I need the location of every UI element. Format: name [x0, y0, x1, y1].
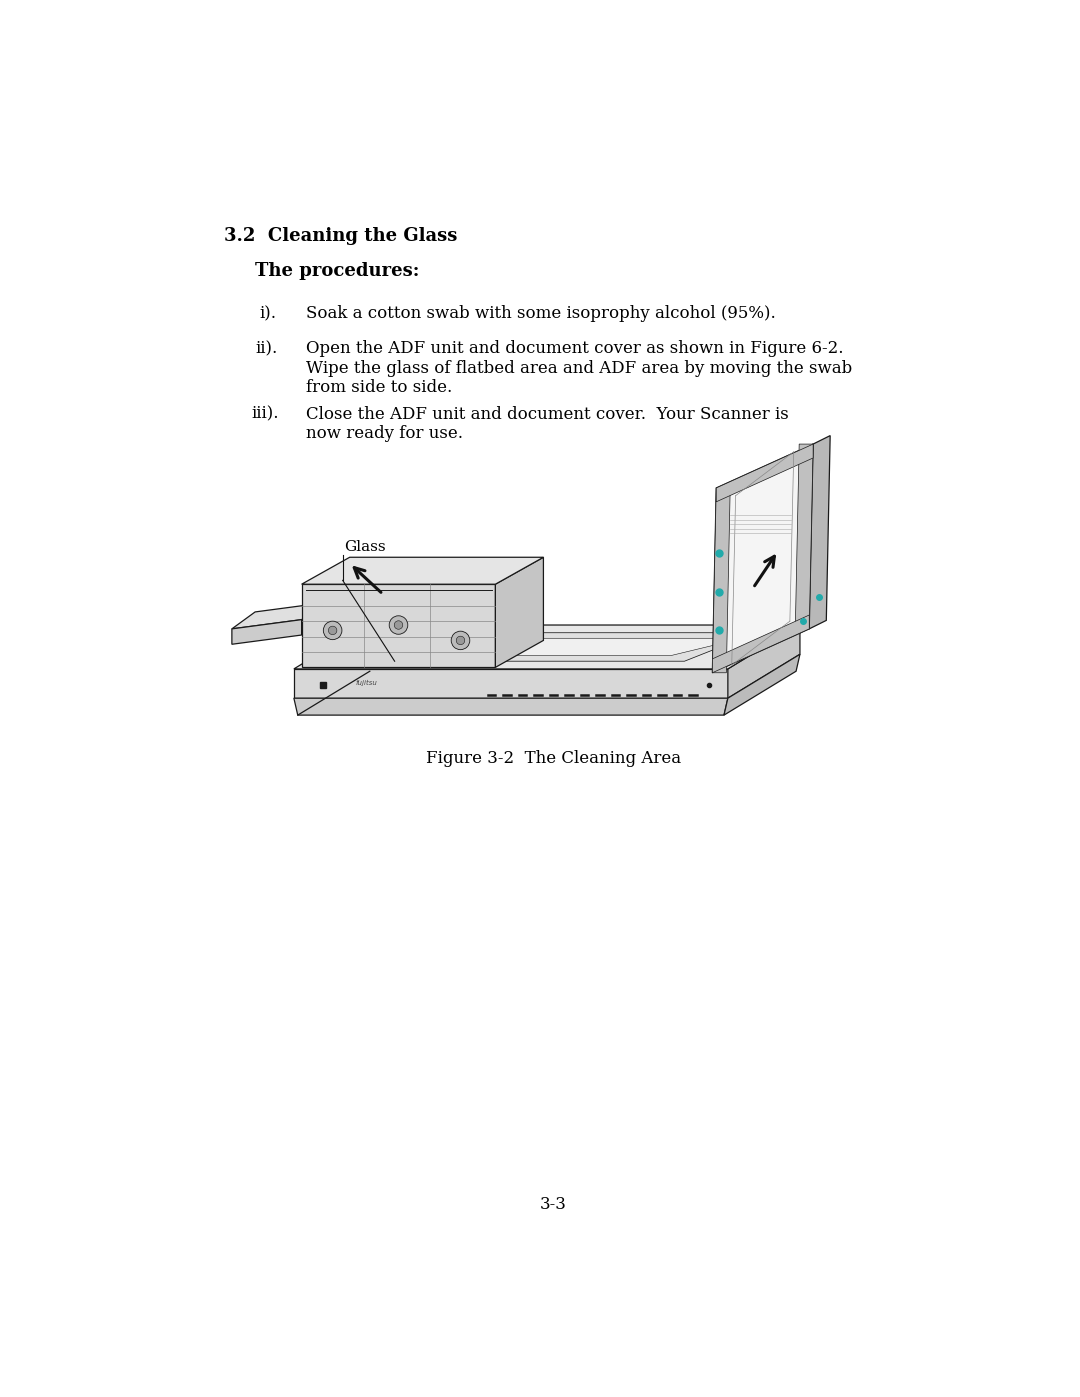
Polygon shape [329, 638, 743, 655]
Text: i).: i). [259, 306, 276, 323]
Polygon shape [809, 436, 831, 629]
Polygon shape [724, 654, 800, 715]
Text: ii).: ii). [255, 339, 278, 358]
Polygon shape [301, 584, 496, 668]
Polygon shape [232, 620, 301, 644]
Polygon shape [713, 444, 813, 673]
Text: 3.2  Cleaning the Glass: 3.2 Cleaning the Glass [225, 226, 458, 244]
Polygon shape [294, 698, 728, 715]
Polygon shape [716, 444, 813, 502]
Polygon shape [795, 444, 813, 629]
Circle shape [389, 616, 408, 634]
Text: The procedures:: The procedures: [255, 261, 419, 279]
Circle shape [328, 626, 337, 634]
Polygon shape [294, 624, 800, 669]
Polygon shape [713, 615, 809, 673]
Polygon shape [315, 633, 757, 661]
Text: fujitsu: fujitsu [356, 680, 378, 686]
Circle shape [323, 622, 342, 640]
Text: iii).: iii). [252, 405, 279, 422]
Polygon shape [496, 557, 543, 668]
Text: Soak a cotton swab with some isoprophy alcohol (95%).: Soak a cotton swab with some isoprophy a… [306, 306, 775, 323]
Polygon shape [728, 624, 800, 698]
Text: Glass: Glass [345, 541, 386, 555]
Text: Figure 3-2  The Cleaning Area: Figure 3-2 The Cleaning Area [426, 750, 681, 767]
Circle shape [394, 620, 403, 629]
Text: 3-3: 3-3 [540, 1196, 567, 1213]
Circle shape [451, 631, 470, 650]
Polygon shape [713, 488, 730, 673]
Polygon shape [294, 669, 728, 698]
Polygon shape [301, 557, 543, 584]
Circle shape [456, 636, 464, 644]
Polygon shape [232, 602, 325, 629]
Text: Close the ADF unit and document cover.  Your Scanner is
now ready for use.: Close the ADF unit and document cover. Y… [306, 405, 788, 443]
Text: Open the ADF unit and document cover as shown in Figure 6-2.
Wipe the glass of f: Open the ADF unit and document cover as … [306, 339, 852, 397]
